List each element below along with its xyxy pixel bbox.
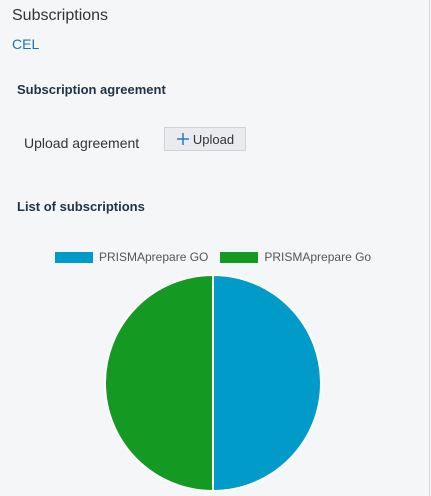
legend-swatch-2 [220,251,259,263]
subscriptions-pie-chart [104,273,322,493]
upload-button-label: Upload [192,131,235,147]
legend-item-1[interactable]: PRISMAprepare GO [55,250,208,264]
legend-label-2: PRISMAprepare Go [264,250,372,264]
chart-legend: PRISMAprepare GO PRISMAprepare Go [55,250,383,264]
pie-slice-2[interactable] [104,273,214,493]
legend-swatch-1 [55,251,93,263]
legend-item-2[interactable]: PRISMAprepare Go [220,250,371,264]
breadcrumb-link[interactable]: CEL [12,36,40,52]
pie-slice-1[interactable] [212,273,322,493]
upload-button[interactable]: Upload [164,127,246,151]
plus-icon [176,132,190,146]
subscriptions-section-title: List of subscriptions [17,199,145,214]
legend-label-1: PRISMAprepare GO [99,250,209,264]
page-title: Subscriptions [12,7,109,24]
agreement-section-title: Subscription agreement [17,82,166,97]
upload-agreement-label: Upload agreement [24,135,140,151]
